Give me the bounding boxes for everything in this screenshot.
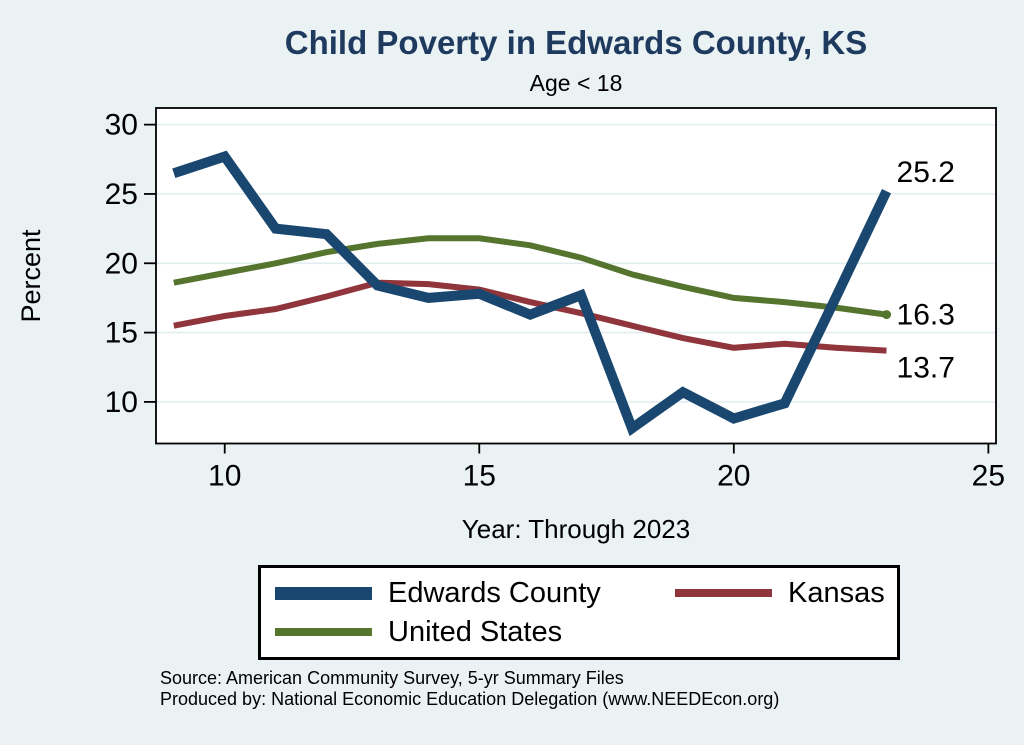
- end-value-label-united-states: 16.3: [897, 299, 955, 332]
- legend-label: Kansas: [788, 576, 885, 609]
- legend-label: Edwards County: [388, 576, 601, 609]
- y-tick-label: 10: [105, 386, 138, 419]
- plot-border: [155, 107, 997, 445]
- x-tick-label: 10: [208, 460, 241, 493]
- series-end-marker-united-states: [882, 310, 892, 320]
- legend-swatch: [275, 586, 372, 600]
- legend-item-united-states: United States: [275, 616, 675, 649]
- produced-by-line: Produced by: National Economic Education…: [160, 689, 780, 709]
- x-tick-label: 20: [717, 460, 750, 493]
- plot-area: [156, 108, 996, 444]
- series-line-kansas: [173, 279, 887, 354]
- y-tick-label: 20: [105, 247, 138, 280]
- legend-swatch: [675, 589, 772, 597]
- series-line-united-states: [173, 235, 887, 318]
- chart-title: Child Poverty in Edwards County, KS: [284, 24, 868, 61]
- legend-label: United States: [388, 615, 563, 648]
- end-value-label-kansas: 13.7: [897, 352, 955, 385]
- x-tick-label: 25: [972, 460, 1005, 493]
- chart-subtitle: Age < 18: [529, 70, 623, 96]
- y-axis-title: Percent: [16, 229, 46, 323]
- y-tick-label: 25: [105, 178, 138, 211]
- source-block: Source: American Community Survey, 5-yr …: [160, 668, 980, 710]
- y-tick-label: 15: [105, 317, 138, 350]
- source-line: Source: American Community Survey, 5-yr …: [160, 668, 624, 688]
- legend-item-kansas: Kansas: [675, 577, 897, 610]
- legend-swatch: [275, 628, 372, 636]
- end-value-label-edwards-county: 25.2: [897, 156, 955, 189]
- chart-legend: Edwards County Kansas United States: [258, 565, 900, 660]
- series-line-edwards-county: [172, 150, 892, 437]
- x-axis-title: Year: Through 2023: [462, 514, 690, 544]
- legend-item-edwards-county: Edwards County: [275, 577, 675, 610]
- y-tick-label: 30: [105, 109, 138, 142]
- x-tick-label: 15: [463, 460, 496, 493]
